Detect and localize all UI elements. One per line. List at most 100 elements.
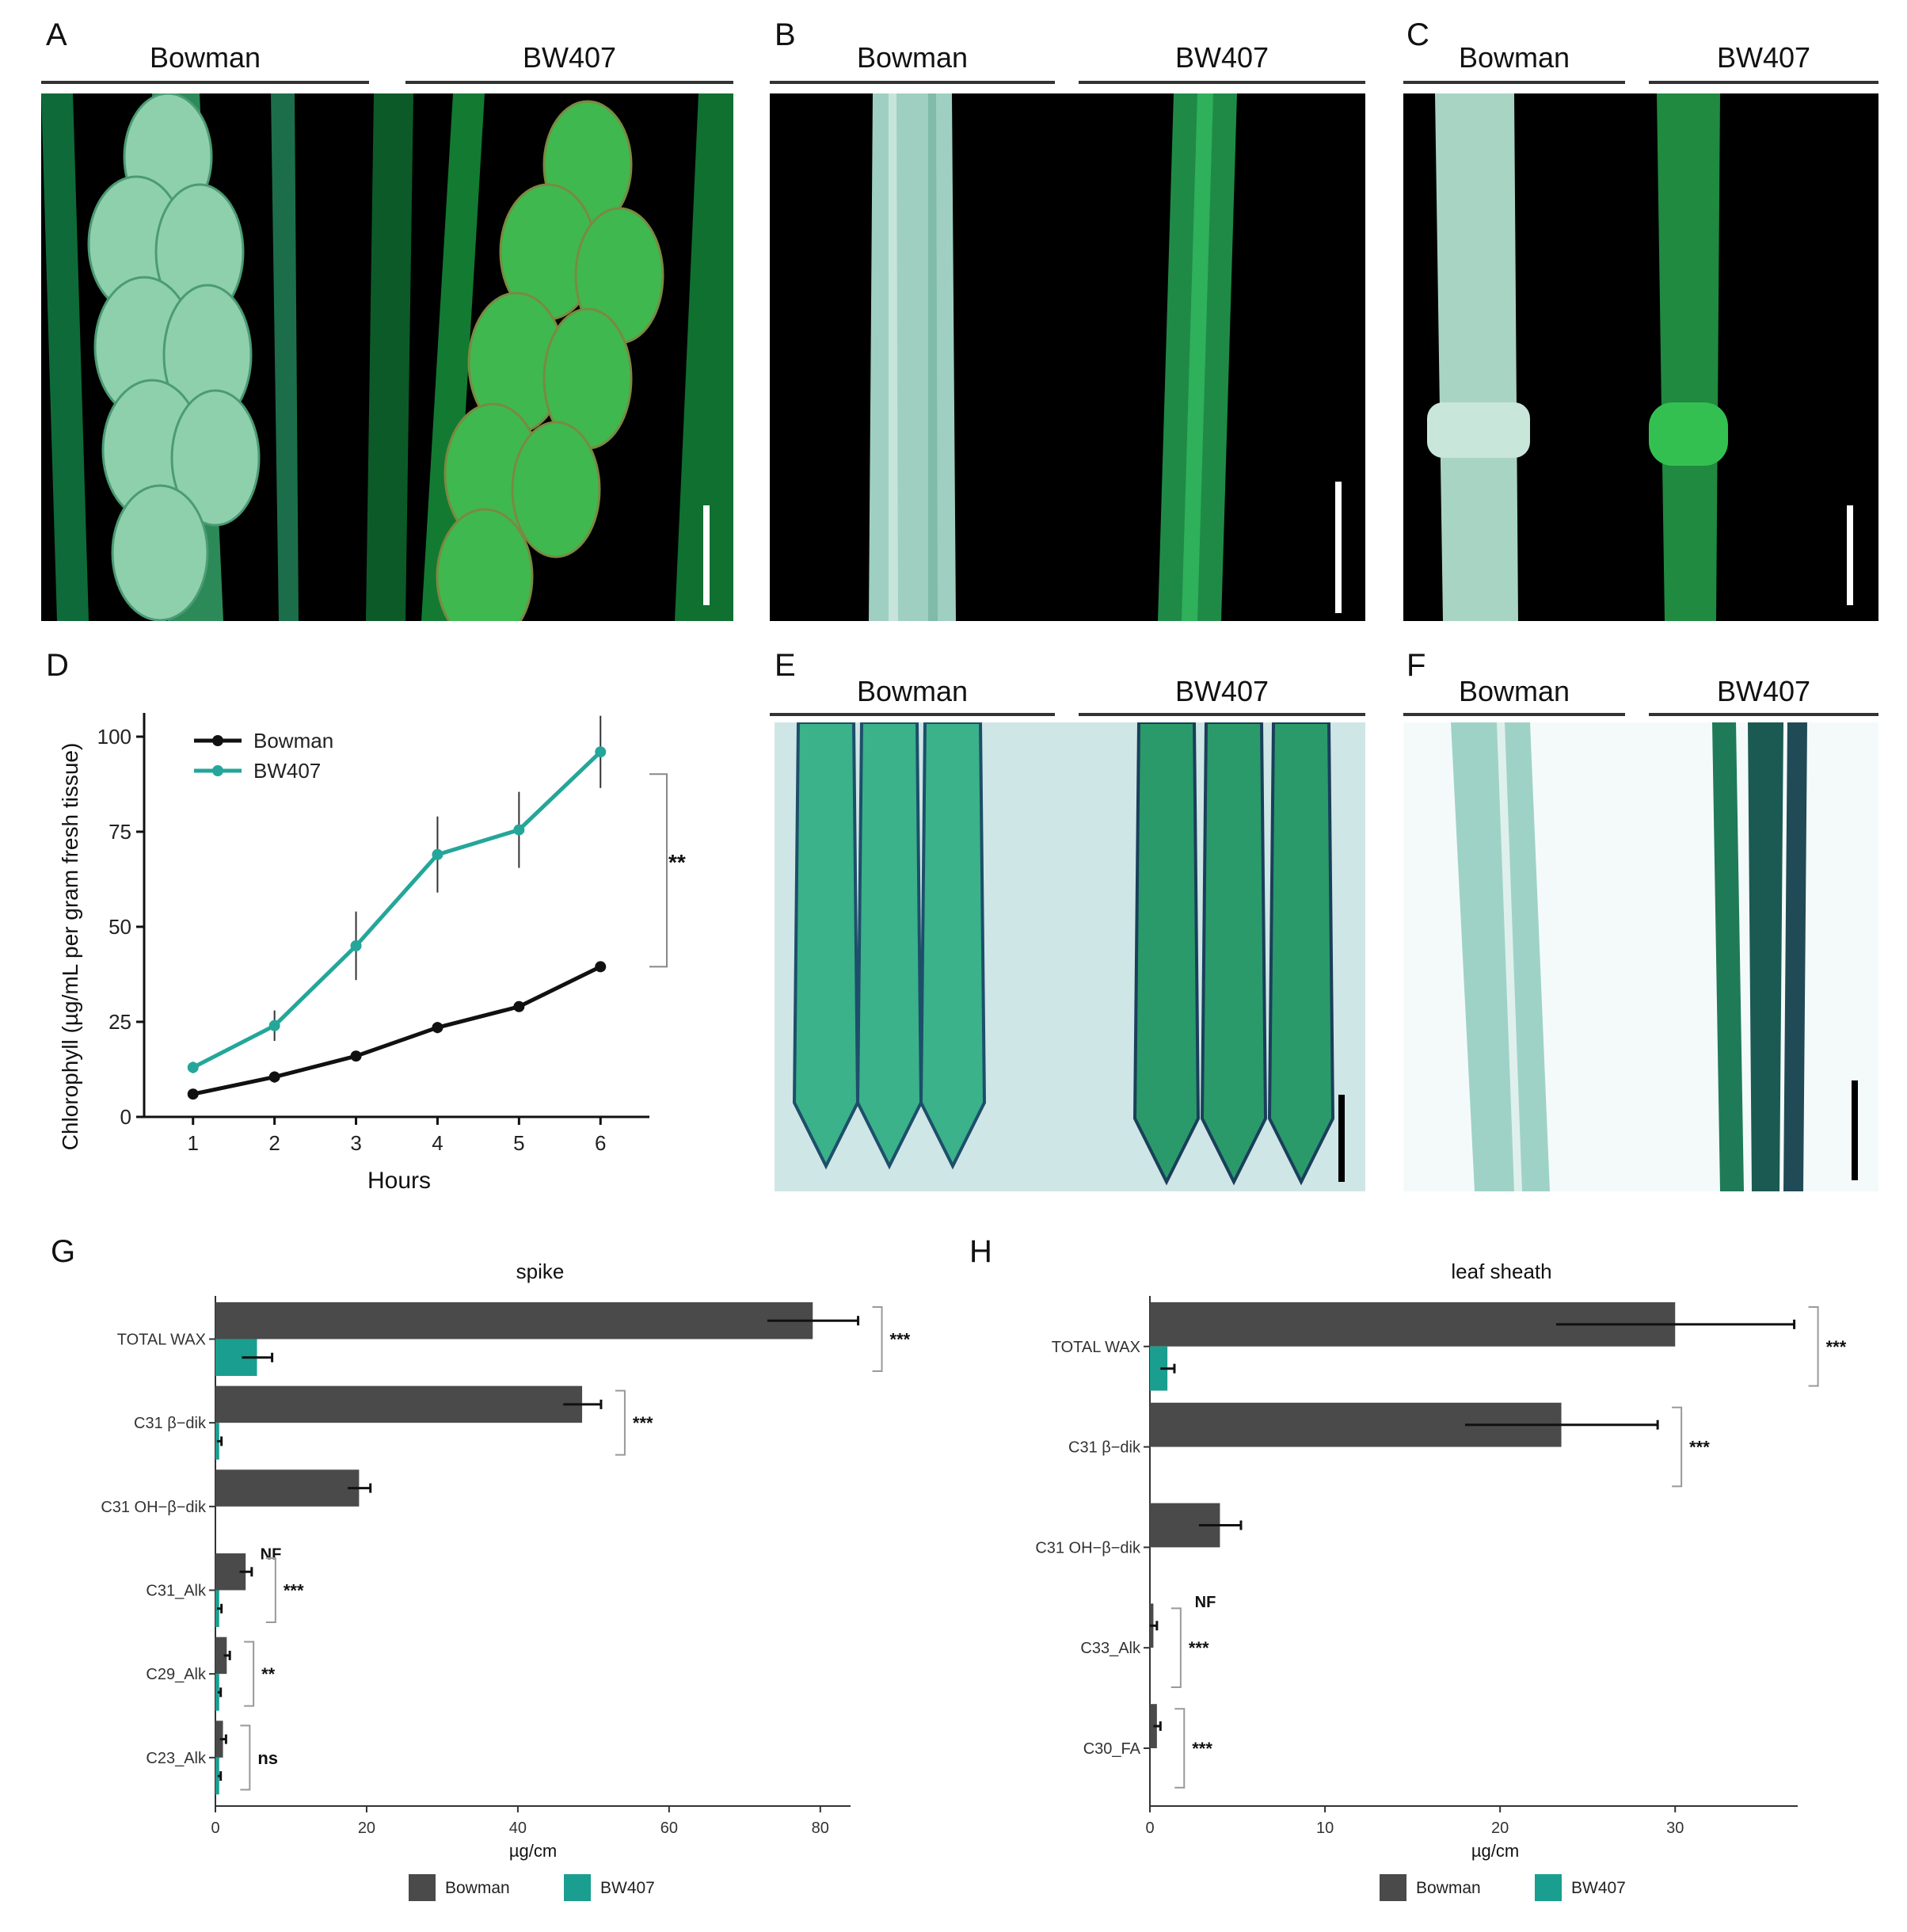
chart-h-significance-bracket <box>1174 1708 1186 1789</box>
chart-h-legend-label: Bowman <box>1416 1879 1481 1897</box>
chart-g-spike-wax: spike µg/cm 0 20 40 60 80 TOTAL WAX *** C31 β−d… <box>101 1259 911 1901</box>
chart-g-significance-label: ns <box>257 1748 278 1768</box>
chart-h-xtick-label: 10 <box>1316 1820 1334 1837</box>
chart-h-nf-label: NF <box>1195 1594 1216 1611</box>
chart-g-xtick-label: 80 <box>812 1820 829 1837</box>
chart-d-ytick-label: 75 <box>108 820 131 844</box>
chart-h-xtick-label: 30 <box>1666 1820 1684 1837</box>
chart-d-xtick-label: 3 <box>350 1131 361 1155</box>
panel-e-bowman-header: Bowman <box>856 675 969 707</box>
panel-e-bowman-rule <box>770 713 1055 716</box>
chart-g-bar-bw407 <box>215 1674 219 1711</box>
chart-d-ytick-label: 0 <box>120 1105 131 1129</box>
chart-g-bar-bw407 <box>215 1757 219 1795</box>
panel-letter-e: E <box>775 648 796 683</box>
chart-h-bar-bw407 <box>1150 1346 1168 1391</box>
chart-h-significance-bracket <box>1808 1306 1819 1387</box>
chart-d-point <box>187 1088 199 1100</box>
panel-letter-f: F <box>1406 648 1426 683</box>
panel-c-bw407-header: BW407 <box>1716 41 1811 74</box>
chart-d-legend-label: BW407 <box>253 759 321 783</box>
panel-a-bw407-rule <box>405 81 733 84</box>
chart-g-category-label: TOTAL WAX <box>117 1331 206 1348</box>
chart-h-significance-bracket <box>1672 1406 1683 1488</box>
chart-h-legend-swatch <box>1535 1874 1562 1901</box>
chart-d-point <box>350 940 362 951</box>
chart-g-significance-label: ** <box>261 1664 276 1684</box>
panel-f-bw407-rule <box>1649 713 1878 716</box>
chart-h-category-label: C31 OH−β−dik <box>1035 1539 1141 1557</box>
chart-g-xtick-label: 0 <box>211 1820 219 1837</box>
chart-g-legend-label: BW407 <box>600 1879 655 1897</box>
panel-b-bowman-header: Bowman <box>856 41 969 74</box>
chart-d-xtick-label: 4 <box>432 1131 443 1155</box>
chart-g-significance-label: *** <box>633 1413 653 1433</box>
chart-g-category-label: C31 OH−β−dik <box>101 1499 207 1516</box>
panel-f-bowman-rule <box>1403 713 1625 716</box>
chart-g-title: spike <box>516 1259 565 1283</box>
panel-b-bowman-rule <box>770 81 1055 84</box>
chart-h-title: leaf sheath <box>1451 1259 1551 1283</box>
chart-h-category-label: C33_Alk <box>1080 1640 1141 1657</box>
panel-letter-h: H <box>969 1234 992 1269</box>
panel-c-bw407-rule <box>1649 81 1878 84</box>
photo-a-spikes <box>41 93 733 621</box>
chart-h-significance-label: *** <box>1189 1638 1209 1658</box>
chart-d-ylabel: Chlorophyll (µg/mL per gram fresh tissue… <box>58 743 82 1151</box>
chart-d-point <box>513 824 525 836</box>
chart-g-legend-swatch <box>564 1874 591 1901</box>
photo-c-nodes <box>1403 93 1878 621</box>
panel-c-bowman-header: Bowman <box>1458 41 1570 74</box>
panel-f-bowman-header: Bowman <box>1458 675 1570 707</box>
panel-letter-d: D <box>46 648 69 683</box>
chart-d-chlorophyll: Chlorophyll (µg/mL per gram fresh tissue… <box>58 713 686 1194</box>
chart-g-bar-bowman <box>215 1385 583 1423</box>
chart-h-significance-label: *** <box>1826 1337 1847 1357</box>
chart-d-point <box>513 1000 525 1012</box>
panel-letter-a: A <box>46 17 67 52</box>
chart-d-point <box>432 848 443 860</box>
chart-d-point <box>595 961 607 973</box>
chart-g-legend-label: Bowman <box>445 1879 510 1897</box>
photo-f-stained-stems <box>1403 722 1878 1191</box>
chart-g-bar-bowman <box>215 1469 360 1507</box>
chart-g-significance-label: *** <box>890 1329 911 1349</box>
chart-h-category-label: C31 β−dik <box>1068 1439 1141 1457</box>
chart-h-leaf-sheath-wax: leaf sheath µg/cm 0 10 20 30 TOTAL WAX *** C31… <box>1035 1259 1847 1901</box>
chart-d-point <box>268 1071 280 1083</box>
chart-g-xtick-label: 40 <box>509 1820 527 1837</box>
chart-g-xtick-label: 60 <box>660 1820 678 1837</box>
chart-g-significance-bracket <box>265 1557 276 1623</box>
panel-letter-b: B <box>775 17 796 52</box>
chart-g-bar-bowman <box>215 1721 223 1758</box>
chart-h-legend-label: BW407 <box>1571 1879 1626 1897</box>
chart-g-significance-bracket <box>244 1640 255 1707</box>
chart-h-category-label: C30_FA <box>1083 1740 1141 1758</box>
chart-h-xtick-label: 0 <box>1145 1820 1154 1837</box>
chart-h-significance-label: *** <box>1192 1739 1212 1759</box>
panel-b-bw407-rule <box>1079 81 1365 84</box>
chart-h-significance-label: *** <box>1689 1438 1710 1458</box>
chart-d-xtick-label: 1 <box>188 1131 199 1155</box>
chart-d-legend-marker <box>212 765 223 776</box>
panel-a-bw407-header: BW407 <box>522 41 617 74</box>
chart-d-ytick-label: 50 <box>108 915 131 939</box>
panel-a-bowman-header: Bowman <box>149 41 261 74</box>
panel-letter-c: C <box>1406 17 1429 52</box>
chart-h-category-label: TOTAL WAX <box>1052 1339 1140 1356</box>
chart-g-nf-label: NF <box>261 1545 282 1563</box>
chart-h-legend-swatch <box>1380 1874 1406 1901</box>
chart-d-significance: ** <box>668 850 686 875</box>
panel-e-bw407-rule <box>1079 713 1365 716</box>
chart-d-significance-bracket <box>649 773 668 968</box>
chart-g-bar-bowman <box>215 1302 813 1339</box>
chart-g-significance-label: *** <box>284 1580 304 1600</box>
chart-g-legend-swatch <box>409 1874 436 1901</box>
chart-g-xlabel: µg/cm <box>509 1841 557 1861</box>
chart-d-series-line-0 <box>192 965 602 1096</box>
chart-g-significance-bracket <box>615 1389 626 1456</box>
chart-d-point <box>187 1061 199 1073</box>
chart-d-ytick-label: 25 <box>108 1010 131 1034</box>
panel-b-bw407-header: BW407 <box>1174 41 1269 74</box>
panel-e-bw407-header: BW407 <box>1174 675 1269 707</box>
